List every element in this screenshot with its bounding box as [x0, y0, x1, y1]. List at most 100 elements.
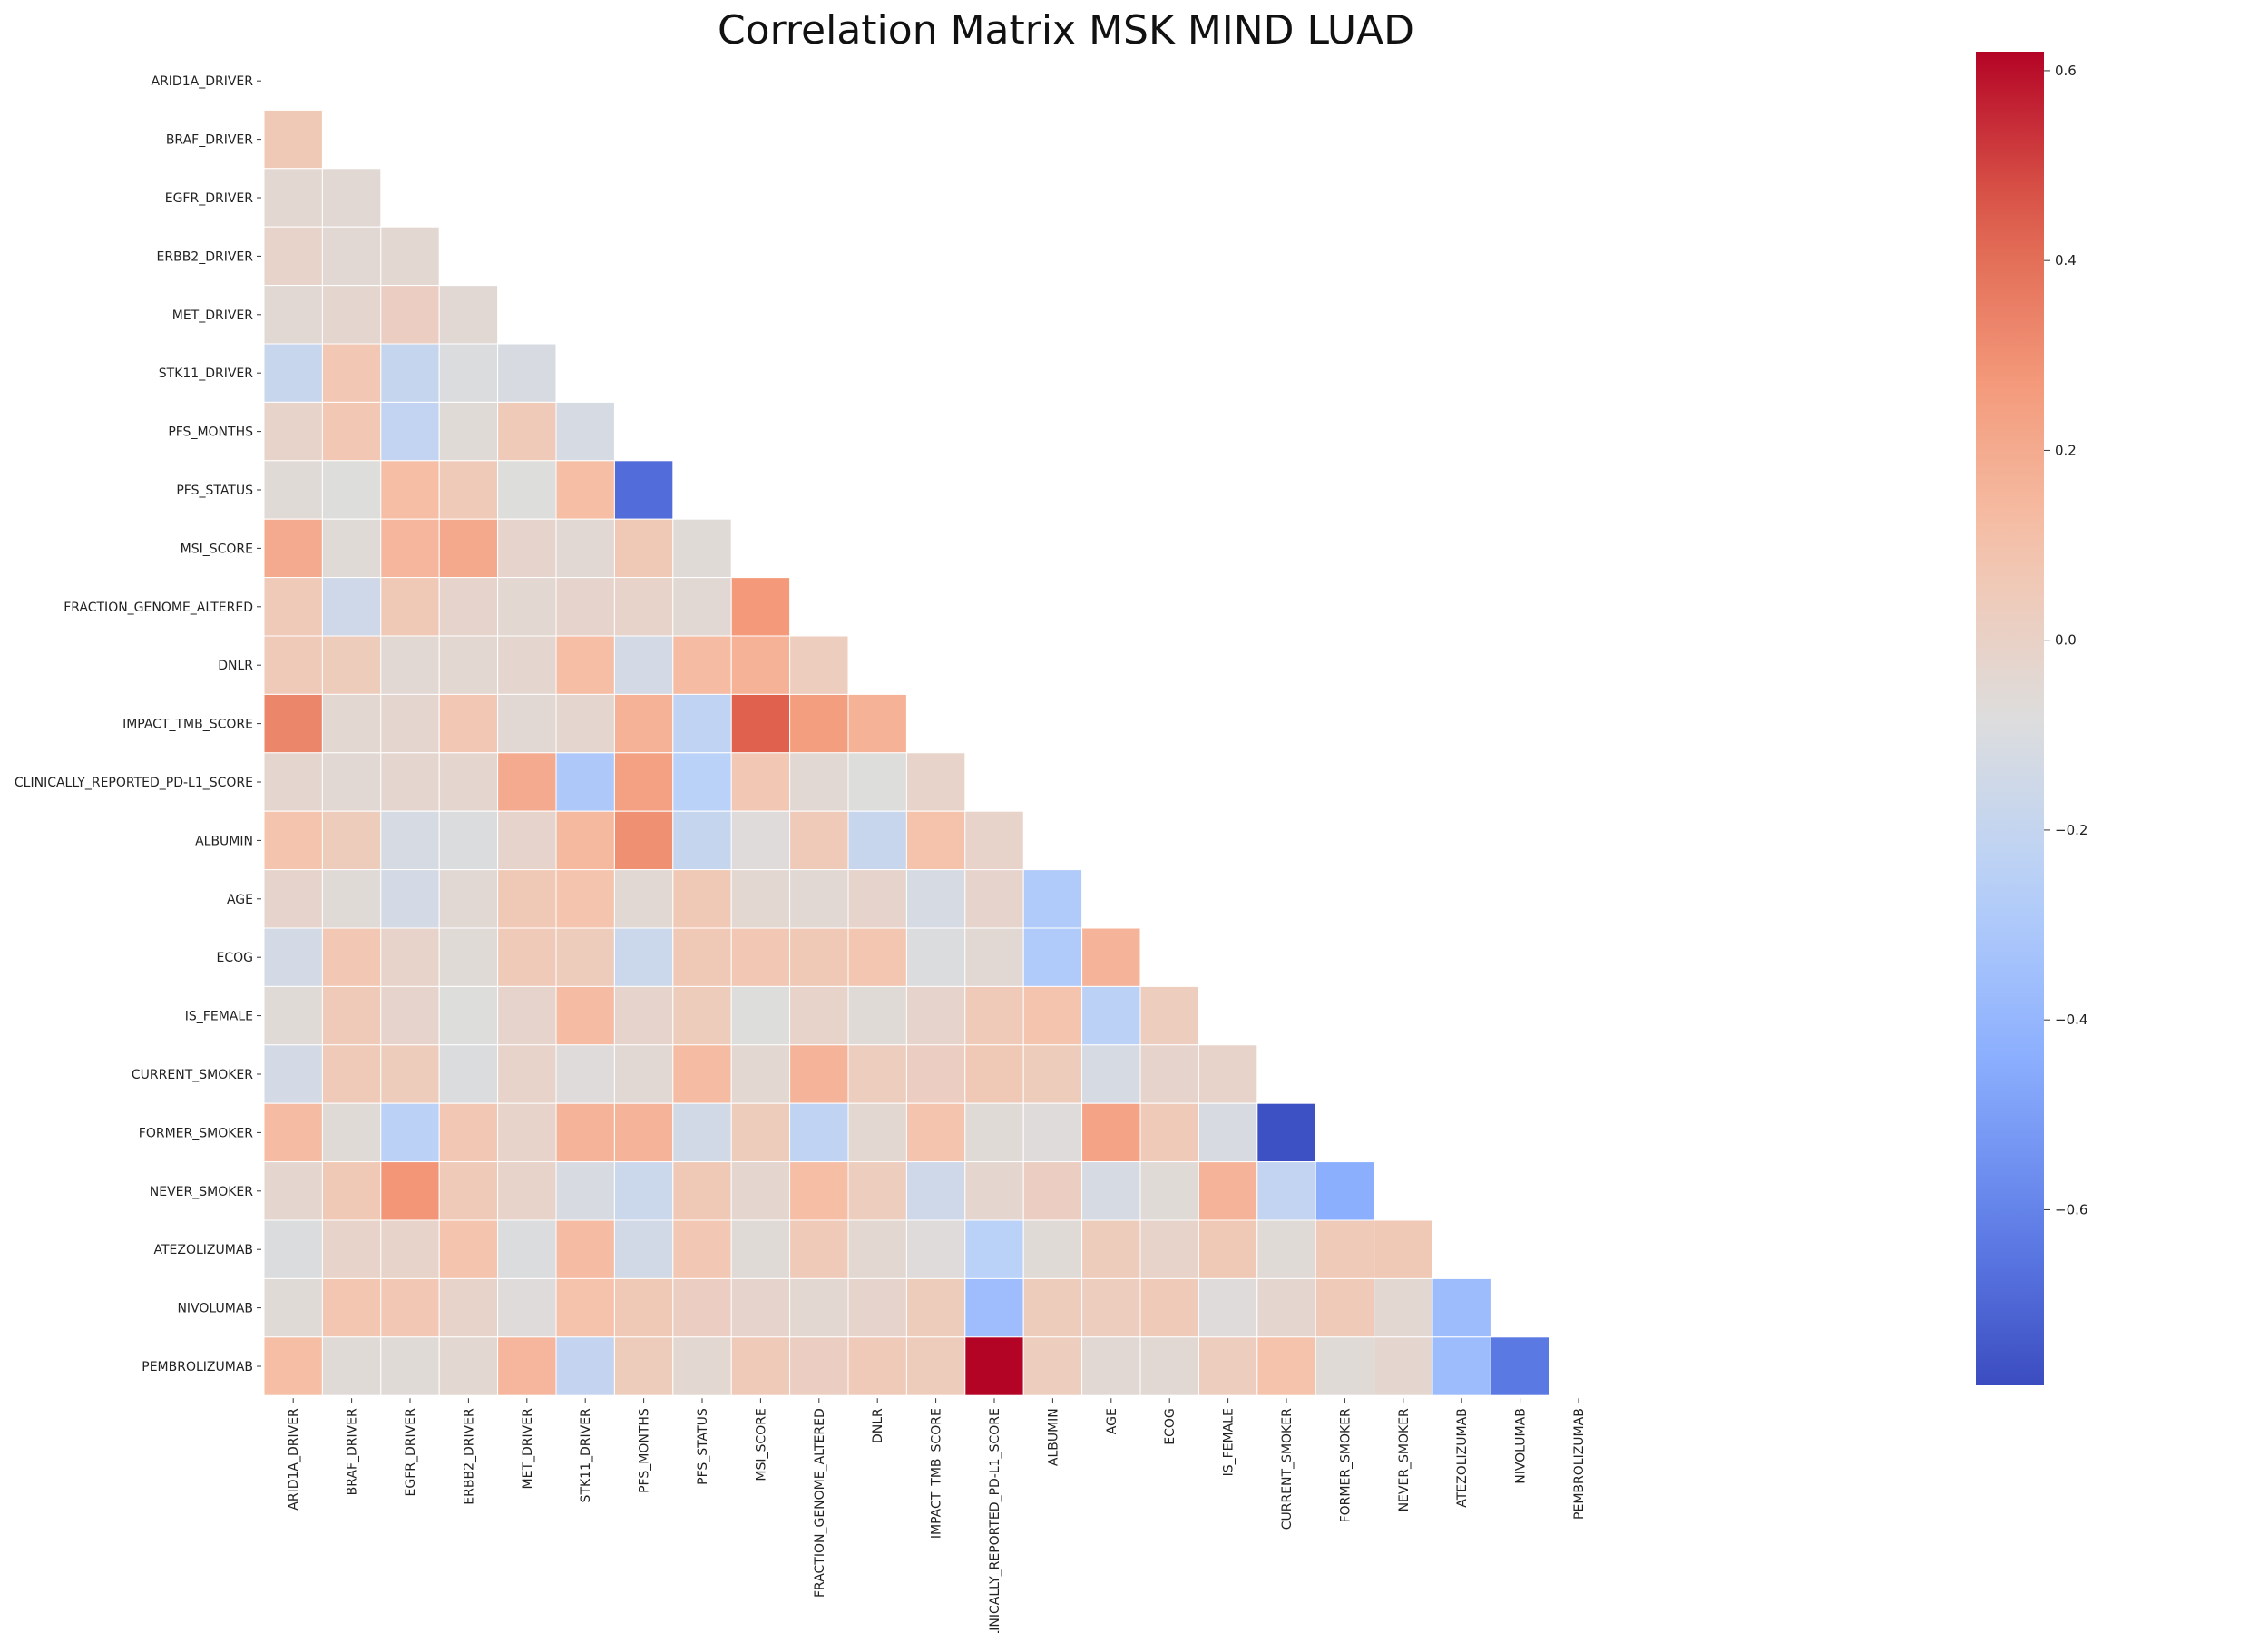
heatmap-cell-4-3: [438, 285, 499, 345]
heatmap-cell-22-8: [730, 1336, 791, 1396]
heatmap-cell-18-8: [730, 1102, 791, 1163]
heatmap-cell-15-8: [730, 927, 791, 987]
heatmap-cell-20-4: [497, 1219, 557, 1279]
heatmap-cell-21-15: [1139, 1277, 1199, 1338]
heatmap-cell-5-3: [438, 343, 499, 403]
heatmap-cell-21-1: [321, 1277, 382, 1338]
heatmap-cell-18-9: [789, 1102, 849, 1163]
y-tick-label: NEVER_SMOKER: [150, 1185, 253, 1199]
heatmap-cell-13-5: [555, 810, 615, 871]
heatmap-cell-22-16: [1198, 1336, 1258, 1396]
heatmap-cell-15-4: [497, 927, 557, 987]
heatmap-cell-14-4: [497, 869, 557, 929]
heatmap-cell-20-2: [380, 1219, 440, 1279]
y-tick-label: PEMBROLIZUMAB: [142, 1360, 253, 1374]
heatmap-cell-12-10: [847, 752, 907, 812]
y-tick-label: ERBB2_DRIVER: [157, 249, 254, 264]
heatmap-cell-21-13: [1022, 1277, 1083, 1338]
heatmap-cell-11-4: [497, 693, 557, 754]
heatmap-cell-21-9: [789, 1277, 849, 1338]
heatmap-cell-20-0: [263, 1219, 323, 1279]
heatmap-cell-22-10: [847, 1336, 907, 1396]
heatmap-cell-20-16: [1198, 1219, 1258, 1279]
heatmap-cell-17-1: [321, 1044, 382, 1104]
heatmap-cell-11-7: [672, 693, 732, 754]
heatmap-cell-12-4: [497, 752, 557, 812]
heatmap-cell-16-5: [555, 985, 615, 1046]
heatmap-cell-22-12: [964, 1336, 1024, 1396]
heatmap-cell-11-1: [321, 693, 382, 754]
heatmap-cell-22-2: [380, 1336, 440, 1396]
x-tick-label: MSI_SCORE: [754, 1408, 768, 1481]
heatmap-cell-17-9: [789, 1044, 849, 1104]
heatmap-cell-17-5: [555, 1044, 615, 1104]
heatmap-cell-19-10: [847, 1161, 907, 1221]
heatmap-cell-21-20: [1432, 1277, 1491, 1338]
heatmap-cell-20-11: [905, 1219, 966, 1279]
heatmap-cell-7-1: [321, 460, 382, 520]
x-tick-label: STK11_DRIVER: [579, 1408, 593, 1502]
heatmap-cell-7-0: [263, 460, 323, 520]
heatmap-cell-10-5: [555, 635, 615, 695]
heatmap-cell-17-8: [730, 1044, 791, 1104]
heatmap-cell-8-2: [380, 518, 440, 579]
heatmap-cell-6-1: [321, 401, 382, 462]
heatmap-cell-18-3: [438, 1102, 499, 1163]
heatmap-cell-18-0: [263, 1102, 323, 1163]
heatmap-cell-15-1: [321, 927, 382, 987]
heatmap-cell-22-4: [497, 1336, 557, 1396]
heatmap-cell-18-2: [380, 1102, 440, 1163]
heatmap-cell-21-18: [1315, 1277, 1375, 1338]
heatmap-cell-4-0: [263, 285, 323, 345]
heatmap-cell-12-2: [380, 752, 440, 812]
heatmap-cell-9-4: [497, 577, 557, 637]
heatmap-cell-13-0: [263, 810, 323, 871]
x-tick-label: ARID1A_DRIVER: [287, 1408, 301, 1511]
heatmap-cell-19-6: [613, 1161, 674, 1221]
heatmap-cell-14-9: [789, 869, 849, 929]
heatmap-cell-12-1: [321, 752, 382, 812]
heatmap-cell-19-0: [263, 1161, 323, 1221]
heatmap-cell-16-11: [905, 985, 966, 1046]
colorbar-tick-label: 0.0: [2055, 632, 2077, 649]
heatmap-cell-15-12: [964, 927, 1024, 987]
heatmap-cell-18-13: [1022, 1102, 1083, 1163]
heatmap-cell-22-19: [1374, 1336, 1433, 1396]
heatmap-cell-18-15: [1139, 1102, 1199, 1163]
heatmap-cell-22-0: [263, 1336, 323, 1396]
heatmap-cell-3-0: [263, 226, 323, 287]
heatmap-cell-20-8: [730, 1219, 791, 1279]
heatmap-cell-22-7: [672, 1336, 732, 1396]
x-tick-label: PFS_STATUS: [696, 1408, 710, 1485]
heatmap-cell-12-7: [672, 752, 732, 812]
heatmap-cell-19-3: [438, 1161, 499, 1221]
colorbar-tick-label: −0.2: [2055, 822, 2087, 838]
heatmap-cell-5-2: [380, 343, 440, 403]
heatmap-cell-10-3: [438, 635, 499, 695]
heatmap-cell-19-16: [1198, 1161, 1258, 1221]
heatmap-cell-20-1: [321, 1219, 382, 1279]
heatmap-cell-7-2: [380, 460, 440, 520]
heatmap-cell-20-12: [964, 1219, 1024, 1279]
heatmap-cell-20-5: [555, 1219, 615, 1279]
heatmap-cell-17-3: [438, 1044, 499, 1104]
heatmap-cell-18-4: [497, 1102, 557, 1163]
heatmap-cell-16-8: [730, 985, 791, 1046]
heatmap-cell-22-14: [1081, 1336, 1141, 1396]
heatmap-cell-10-7: [672, 635, 732, 695]
heatmap-cell-16-2: [380, 985, 440, 1046]
heatmap-cell-19-12: [964, 1161, 1024, 1221]
heatmap-cell-5-4: [497, 343, 557, 403]
heatmap-cell-8-7: [672, 518, 732, 579]
heatmap-cell-20-9: [789, 1219, 849, 1279]
heatmap-cell-21-8: [730, 1277, 791, 1338]
heatmap-cell-15-13: [1022, 927, 1083, 987]
heatmap-cell-2-0: [263, 168, 323, 228]
heatmap-cell-19-14: [1081, 1161, 1141, 1221]
y-tick-label: CLINICALLY_REPORTED_PD-L1_SCORE: [15, 776, 253, 790]
heatmap-cell-10-0: [263, 635, 323, 695]
heatmap-cell-17-2: [380, 1044, 440, 1104]
heatmap-cell-10-8: [730, 635, 791, 695]
heatmap-cell-19-15: [1139, 1161, 1199, 1221]
